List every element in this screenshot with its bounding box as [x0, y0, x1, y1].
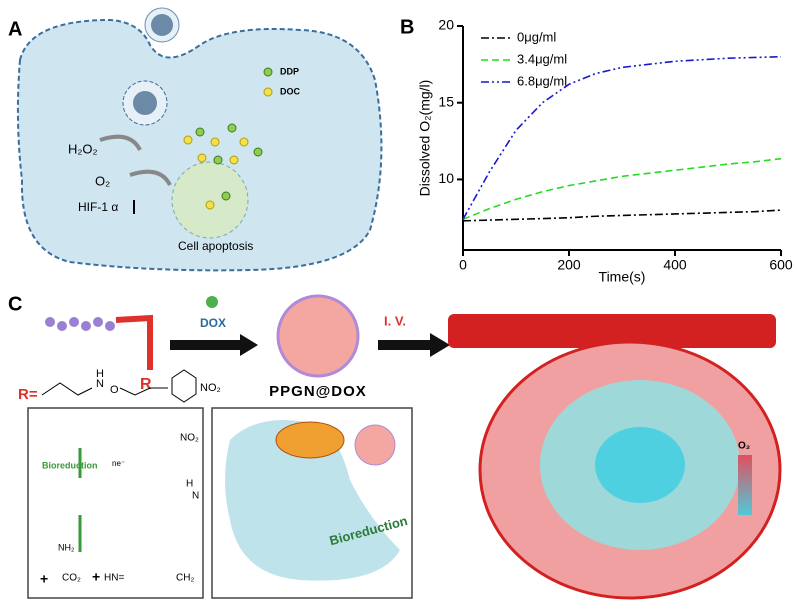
series-line — [462, 55, 782, 220]
y-axis-label: Dissolved O₂(mg/l) — [417, 80, 433, 197]
nucleus — [275, 421, 345, 459]
legend-text: DOC — [280, 86, 301, 96]
legend-label: 3.4μg/ml — [517, 51, 567, 66]
label: ne⁻ — [112, 459, 125, 468]
label: HIF-1 α — [78, 200, 118, 214]
label: Cell apoptosis — [178, 239, 253, 253]
polymer-chain — [45, 317, 115, 331]
label: Bioreduction — [42, 460, 98, 470]
label: + — [40, 571, 48, 587]
y-tick-label: 15 — [438, 93, 454, 109]
legend-label: 0μg/ml — [517, 29, 556, 44]
x-tick-label: 400 — [663, 257, 687, 273]
x-tick-label: 600 — [769, 257, 793, 273]
y-tick-label: 20 — [438, 17, 454, 33]
dox-dot — [206, 296, 218, 308]
label: HN= — [104, 573, 124, 584]
x-axis-label: Time(s) — [599, 269, 646, 285]
ddp-dots — [195, 67, 273, 201]
label: O₂ — [95, 173, 110, 188]
atom: O — [110, 384, 119, 396]
label: PPGN@DOX — [269, 383, 367, 400]
legend-label: 6.8μg/ml — [517, 73, 567, 88]
micelle — [276, 294, 360, 378]
cell — [16, 18, 383, 272]
label: DOX — [200, 316, 226, 330]
label: CO₂ — [62, 573, 81, 584]
series-line — [462, 157, 782, 221]
arrow — [129, 169, 172, 187]
arrow — [99, 134, 142, 152]
panel-a: A DDP DOC H₂O₂ O₂ HIF-1 α Cell apoptosis — [8, 7, 383, 272]
label: CH₂ — [176, 573, 194, 584]
r-group — [115, 314, 153, 370]
atom: H — [96, 368, 104, 380]
panel-label: B — [400, 16, 414, 38]
series-line — [462, 209, 782, 222]
label: + — [92, 569, 100, 585]
apoptotic-cell — [171, 161, 249, 239]
doc-dots — [183, 87, 273, 210]
structure — [41, 382, 168, 396]
cell — [225, 420, 400, 581]
arrow — [378, 333, 450, 357]
hypoxic-core — [595, 427, 685, 503]
label: R — [140, 376, 152, 393]
x-tick-label: 0 — [459, 257, 467, 273]
panel-label: C — [8, 293, 22, 315]
nanoparticle-core — [151, 14, 173, 36]
panel-c: C R R= N H O NO₂ DOX PPGN@DOX I. V. O₂ N… — [8, 293, 782, 600]
y-tick-label: 10 — [438, 170, 454, 186]
o2-gradient — [738, 455, 752, 515]
label: R= — [18, 386, 38, 403]
atom: N — [96, 378, 104, 390]
ring — [171, 369, 197, 403]
atom: H — [186, 479, 193, 490]
atom: N — [192, 491, 199, 502]
x-tick-label: 200 — [557, 257, 581, 273]
atom: NO₂ — [180, 433, 199, 444]
atom: NH₂ — [58, 542, 75, 552]
label: I. V. — [384, 313, 406, 328]
arrow — [170, 334, 258, 356]
panel-label: A — [8, 18, 22, 40]
label: O₂ — [738, 441, 750, 452]
label: H₂O₂ — [68, 141, 98, 156]
atom: NO₂ — [200, 382, 221, 394]
blood-vessel — [448, 314, 776, 348]
micelle — [354, 424, 396, 466]
legend-text: DDP — [280, 66, 299, 76]
mechanism-box — [27, 407, 204, 599]
nanoparticle-core — [133, 91, 157, 115]
